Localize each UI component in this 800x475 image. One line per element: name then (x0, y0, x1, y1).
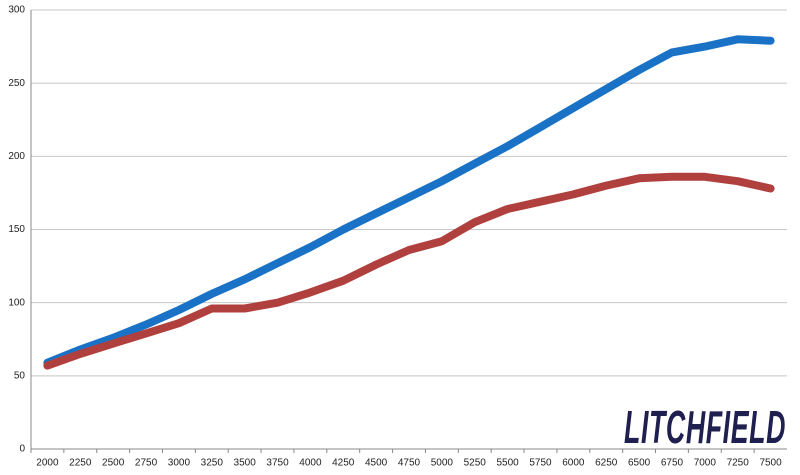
y-tick-label: 50 (14, 370, 26, 381)
x-tick-label: 6500 (628, 458, 651, 469)
x-tick-label: 6750 (661, 458, 684, 469)
x-tick-label: 5500 (496, 458, 519, 469)
x-tick-label: 2750 (135, 458, 158, 469)
x-tick-label: 5000 (431, 458, 454, 469)
x-tick-label: 7250 (727, 458, 750, 469)
x-tick-label: 4250 (332, 458, 355, 469)
x-tick-label: 2250 (69, 458, 92, 469)
x-tick-label: 5750 (529, 458, 552, 469)
x-tick-label: 3500 (234, 458, 257, 469)
x-tick-label: 3250 (201, 458, 224, 469)
y-tick-label: 150 (8, 224, 25, 235)
x-tick-label: 2000 (36, 458, 59, 469)
x-tick-label: 7500 (759, 458, 782, 469)
x-tick-label: 4000 (299, 458, 322, 469)
y-tick-label: 200 (8, 151, 25, 162)
data-line (43, 172, 775, 370)
x-tick-label: 5250 (464, 458, 487, 469)
x-tick-label: 4750 (398, 458, 421, 469)
x-tick-label: 7000 (694, 458, 717, 469)
data-line (43, 35, 775, 367)
x-tick-label: 4500 (365, 458, 388, 469)
x-tick-label: 2500 (102, 458, 125, 469)
y-tick-label: 250 (8, 78, 25, 89)
x-tick-label: 3750 (266, 458, 289, 469)
x-tick-label: 3000 (168, 458, 191, 469)
y-tick-label: 100 (8, 297, 25, 308)
y-tick-label: 0 (19, 444, 25, 455)
x-tick-label: 6000 (562, 458, 585, 469)
x-tick-label: 6250 (595, 458, 618, 469)
y-tick-label: 300 (8, 5, 25, 16)
logo: LITCHFIELD (624, 401, 786, 453)
